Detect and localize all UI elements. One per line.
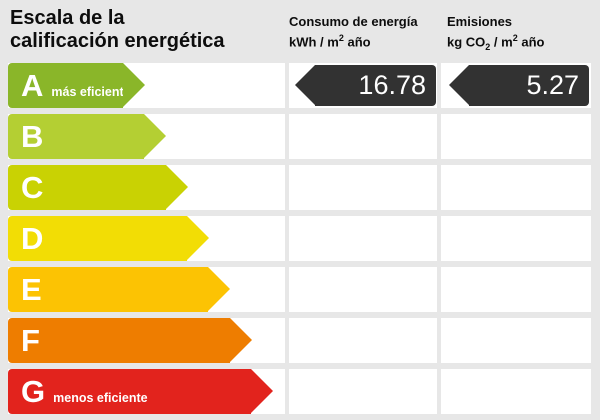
emisiones-header-unit: kg CO2 / m2 año (447, 30, 544, 56)
rating-letter: E (21, 272, 42, 307)
rating-bar-arrow-tip (187, 216, 209, 260)
consumo-value: 16.78 (358, 70, 426, 100)
rating-letter: F (21, 323, 40, 358)
scale-row-c: C (0, 165, 600, 210)
scale-row-b: B (0, 114, 600, 159)
efficiency-note: menos eficiente (53, 391, 148, 405)
scale-row-d: D (0, 216, 600, 261)
consumo-cell-d (289, 216, 437, 261)
emisiones-cell-d (441, 216, 591, 261)
rating-bar-arrow-tip (144, 114, 166, 158)
emisiones-unit-sub: 2 (485, 41, 491, 52)
emisiones-badge-arrow-tip (449, 65, 469, 105)
rating-bar-f: F (8, 318, 252, 363)
scale-row-f: F (0, 318, 600, 363)
emisiones-cell-g (441, 369, 591, 414)
rating-cell-b: B (8, 114, 285, 159)
rating-bar-arrow-tip (123, 63, 145, 107)
consumo-badge-arrow-tip (295, 65, 315, 105)
rating-bar-arrow-tip (208, 267, 230, 311)
emisiones-unit-post: año (517, 34, 545, 50)
consumo-cell-g (289, 369, 437, 414)
rating-bar-c: C (8, 165, 188, 210)
rating-bar-b: B (8, 114, 166, 159)
page-title-line1: Escala de la (10, 7, 125, 29)
rating-cell-c: C (8, 165, 285, 210)
consumo-cell-c (289, 165, 437, 210)
emisiones-cell-a: 5.27 (441, 63, 591, 108)
rating-cell-f: F (8, 318, 285, 363)
scale-row-e: E (0, 267, 600, 312)
consumo-value-badge: 16.78 (295, 65, 436, 106)
consumo-header-label: Consumo de energía (289, 14, 418, 29)
emisiones-cell-c (441, 165, 591, 210)
rating-bar-arrow-tip (230, 318, 252, 362)
rating-bar-arrow-tip (166, 165, 188, 209)
consumo-cell-e (289, 267, 437, 312)
rating-letter: B (21, 119, 44, 154)
rating-letter: D (21, 221, 44, 256)
emisiones-unit-pre: kg CO (447, 34, 486, 50)
rating-letter: A (21, 68, 44, 103)
emisiones-cell-b (441, 114, 591, 159)
rating-bar-e: E (8, 267, 230, 312)
rating-cell-e: E (8, 267, 285, 312)
column-header-consumo: Consumo de energía kWh / m2 año (289, 13, 418, 50)
rating-cell-d: D (8, 216, 285, 261)
emisiones-value: 5.27 (526, 70, 579, 100)
rating-letter: G (21, 374, 46, 409)
consumo-cell-f (289, 318, 437, 363)
consumo-cell-a: 16.78 (289, 63, 437, 108)
emisiones-cell-e (441, 267, 591, 312)
efficiency-note: más eficiente (51, 85, 131, 99)
page-title: Escala de la calificación energética (10, 7, 225, 53)
column-header-emisiones: Emisiones kg CO2 / m2 año (447, 13, 544, 56)
rating-bar-arrow-tip (251, 369, 273, 413)
consumo-unit-post: año (343, 34, 371, 50)
rating-letter: C (21, 170, 44, 205)
consumo-unit-pre: kWh / m (289, 34, 339, 50)
consumo-unit-sup: 2 (338, 33, 344, 43)
consumo-header-unit: kWh / m2 año (289, 30, 418, 50)
page-title-line2: calificación energética (10, 30, 225, 52)
emisiones-unit-sup: 2 (512, 33, 518, 43)
emisiones-unit-mid: / m (490, 34, 513, 50)
consumo-cell-b (289, 114, 437, 159)
emisiones-cell-f (441, 318, 591, 363)
emisiones-value-badge: 5.27 (449, 65, 589, 106)
emisiones-header-label: Emisiones (447, 14, 513, 29)
rating-bar-d: D (8, 216, 209, 261)
